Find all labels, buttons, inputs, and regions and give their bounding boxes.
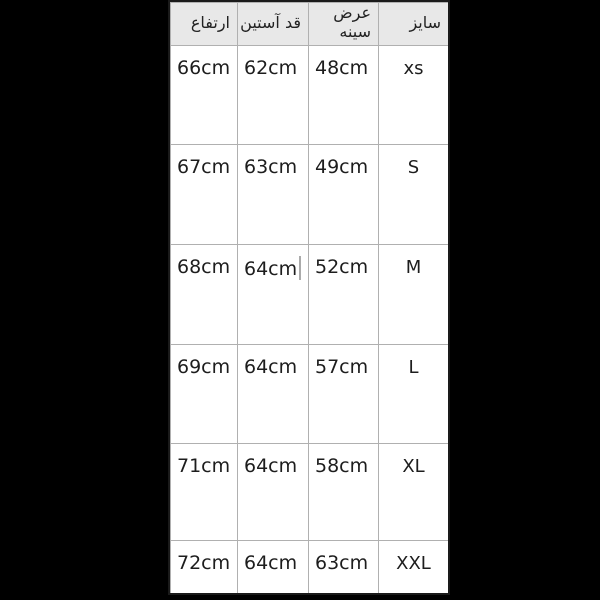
column-header-height: ارتفاع xyxy=(170,2,238,46)
cell-chest-width[interactable]: 63cm xyxy=(308,540,379,593)
table-row-xs: xs 48cm 62cm 66cm xyxy=(170,45,448,145)
table-body: xs 48cm 62cm 66cm S 49cm 63cm 67cm M 52c… xyxy=(170,45,448,593)
cell-sleeve-length[interactable]: 64cm xyxy=(237,344,309,444)
cell-size[interactable]: M xyxy=(378,244,448,345)
cell-size[interactable]: XXL xyxy=(378,540,448,593)
cell-height[interactable]: 69cm xyxy=(170,344,238,444)
table-row-s: S 49cm 63cm 67cm xyxy=(170,144,448,245)
column-header-chest-width: عرض سینه xyxy=(308,2,379,46)
column-header-sleeve-length: قد آستین xyxy=(237,2,309,46)
cell-chest-width[interactable]: 52cm xyxy=(308,244,379,345)
cell-sleeve-length[interactable]: 64cm xyxy=(237,443,309,541)
text-caret xyxy=(299,256,302,280)
size-chart-screenshot: سایز عرض سینه قد آستین ارتفاع xs 48cm 62… xyxy=(168,0,450,595)
table-row-xl: XL 58cm 64cm 71cm xyxy=(170,443,448,541)
cell-chest-width[interactable]: 58cm xyxy=(308,443,379,541)
cell-chest-width[interactable]: 57cm xyxy=(308,344,379,444)
cell-height[interactable]: 71cm xyxy=(170,443,238,541)
table-row-xxl: XXL 63cm 64cm 72cm xyxy=(170,540,448,593)
cell-size[interactable]: L xyxy=(378,344,448,444)
cell-size[interactable]: S xyxy=(378,144,448,245)
size-chart-table: سایز عرض سینه قد آستین ارتفاع xs 48cm 62… xyxy=(170,2,448,593)
table-header: سایز عرض سینه قد آستین ارتفاع xyxy=(170,2,448,46)
cell-height[interactable]: 72cm xyxy=(170,540,238,593)
column-header-size: سایز xyxy=(378,2,448,46)
cell-text: 64cm xyxy=(244,258,298,280)
cell-sleeve-length-editing[interactable]: 64cm xyxy=(237,244,309,345)
cell-sleeve-length[interactable]: 64cm xyxy=(237,540,309,593)
table-row-l: L 57cm 64cm 69cm xyxy=(170,344,448,444)
cell-height[interactable]: 66cm xyxy=(170,45,238,145)
cell-sleeve-length[interactable]: 63cm xyxy=(237,144,309,245)
header-row: سایز عرض سینه قد آستین ارتفاع xyxy=(170,2,448,46)
table-row-m: M 52cm 64cm 68cm xyxy=(170,244,448,345)
cell-size[interactable]: XL xyxy=(378,443,448,541)
cell-size[interactable]: xs xyxy=(378,45,448,145)
cell-chest-width[interactable]: 48cm xyxy=(308,45,379,145)
cell-chest-width[interactable]: 49cm xyxy=(308,144,379,245)
cell-height[interactable]: 67cm xyxy=(170,144,238,245)
cell-height[interactable]: 68cm xyxy=(170,244,238,345)
cell-sleeve-length[interactable]: 62cm xyxy=(237,45,309,145)
